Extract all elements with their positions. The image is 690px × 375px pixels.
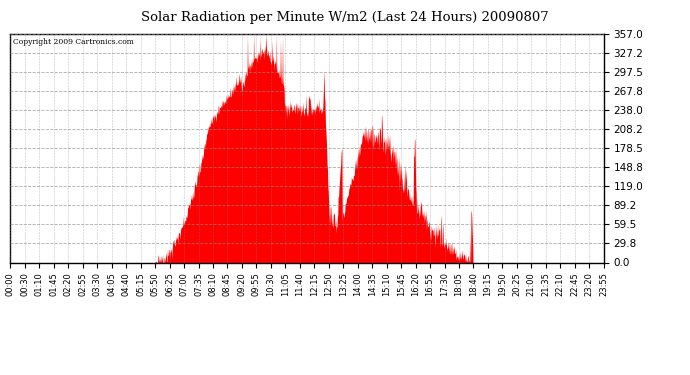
Text: Solar Radiation per Minute W/m2 (Last 24 Hours) 20090807: Solar Radiation per Minute W/m2 (Last 24… [141, 11, 549, 24]
Text: Copyright 2009 Cartronics.com: Copyright 2009 Cartronics.com [13, 38, 134, 46]
